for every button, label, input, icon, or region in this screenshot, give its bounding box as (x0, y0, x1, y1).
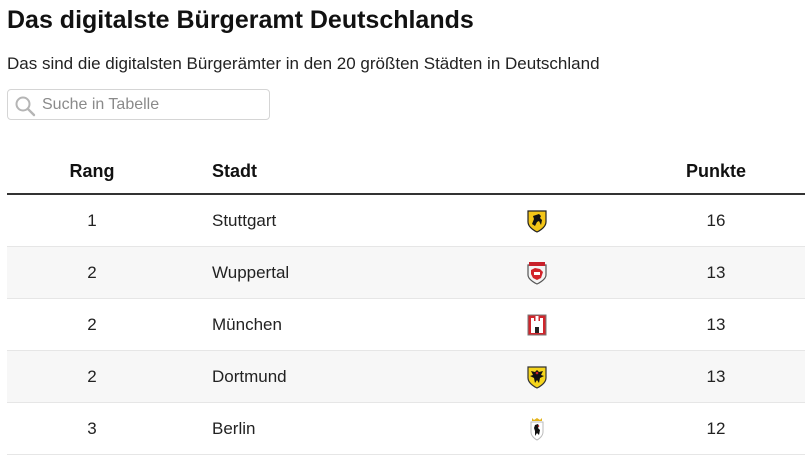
column-header-stadt[interactable]: Stadt (177, 150, 427, 195)
table-row: 2 Dortmund 13 (7, 350, 805, 403)
berlin-crest-icon (530, 417, 544, 441)
dortmund-crest-icon (527, 365, 547, 389)
points-cell: 13 (627, 350, 805, 403)
table-search[interactable] (7, 89, 270, 120)
city-cell: Wuppertal (177, 246, 427, 299)
crest-cell (427, 402, 627, 455)
city-cell: München (177, 298, 427, 351)
city-cell: Stuttgart (177, 194, 427, 247)
stuttgart-crest-icon (527, 209, 547, 233)
rank-cell: 3 (7, 402, 177, 455)
page-subtitle: Das sind die digitalsten Bürgerämter in … (7, 54, 600, 73)
table-row: 3 Berlin 12 (7, 402, 805, 455)
crest-cell (427, 246, 627, 299)
points-cell: 16 (627, 194, 805, 247)
crest-cell (427, 350, 627, 403)
column-header-rang[interactable]: Rang (7, 150, 177, 195)
rank-cell: 2 (7, 246, 177, 299)
muenchen-crest-icon (527, 314, 547, 335)
city-cell: Dortmund (177, 350, 427, 403)
city-cell: Berlin (177, 402, 427, 455)
page-title: Das digitalste Bürgeramt Deutschlands (7, 6, 474, 34)
points-cell: 13 (627, 298, 805, 351)
table-row: 2 Wuppertal 13 (7, 246, 805, 299)
rank-cell: 2 (7, 350, 177, 403)
table-row: 1 Stuttgart 16 (7, 194, 805, 247)
wuppertal-crest-icon (527, 261, 547, 285)
search-input[interactable] (42, 90, 264, 119)
points-cell: 13 (627, 246, 805, 299)
table-row: 2 München 13 (7, 298, 805, 351)
column-header-wappen (427, 150, 627, 195)
points-cell: 12 (627, 402, 805, 455)
column-header-punkte[interactable]: Punkte (627, 150, 805, 195)
crest-cell (427, 298, 627, 351)
crest-cell (427, 194, 627, 247)
ranking-table: Rang Stadt Punkte 1 Stuttgart 16 2 (7, 150, 805, 455)
rank-cell: 2 (7, 298, 177, 351)
search-icon (15, 96, 36, 117)
table-header-row: Rang Stadt Punkte (7, 150, 805, 195)
rank-cell: 1 (7, 194, 177, 247)
